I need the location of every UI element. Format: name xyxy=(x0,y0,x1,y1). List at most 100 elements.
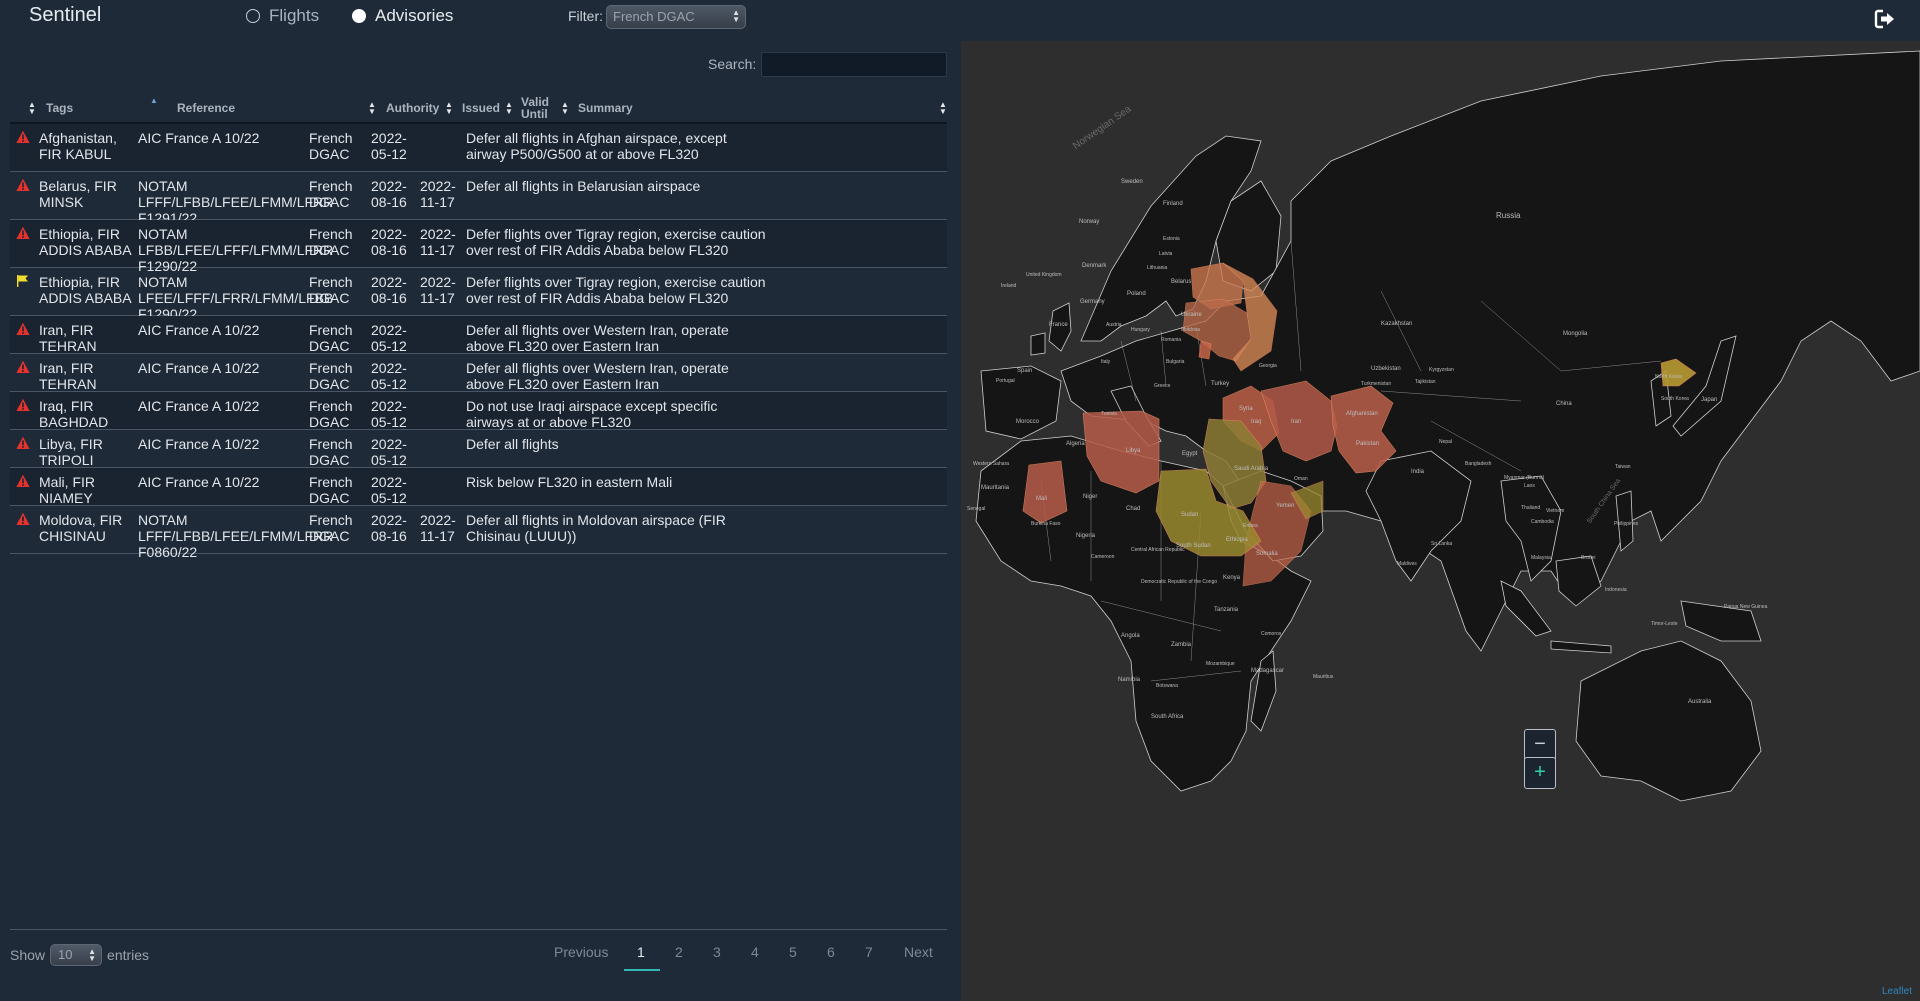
map-label-brunei: Brunei xyxy=(1581,555,1596,561)
map-label-zambia: Zambia xyxy=(1171,642,1192,648)
pagination-page-5[interactable]: 5 xyxy=(789,944,797,960)
map-label-tanzania: Tanzania xyxy=(1214,607,1239,613)
map-label-papua-new-guinea: Papua New Guinea xyxy=(1724,604,1768,610)
mode-label-flights: Flights xyxy=(269,6,320,25)
search-input[interactable] xyxy=(761,52,947,77)
map-label-poland: Poland xyxy=(1127,291,1146,297)
table-row[interactable]: Ethiopia, FIR ADDIS ABABA NOTAM LFBB/LFEE… xyxy=(10,220,947,274)
advisory-map[interactable]: Norwegian Sea Russia Sweden Finland Norway Es… xyxy=(961,41,1920,1001)
overlay-saudi xyxy=(1202,418,1267,510)
pagination-page-2[interactable]: 2 xyxy=(675,944,683,960)
advisory-overlays xyxy=(1022,262,1697,587)
warning-triangle-icon xyxy=(16,130,30,143)
cell-authority: French DGAC xyxy=(309,322,353,354)
overlay-mali xyxy=(1022,460,1068,524)
zoom-in-button[interactable]: + xyxy=(1524,757,1556,789)
mode-radio-advisories[interactable]: Advisories xyxy=(352,6,453,26)
map-label-russia: Russia xyxy=(1496,211,1521,220)
column-header-valid-until[interactable]: Valid Until ▲ ▼ xyxy=(521,95,569,121)
cell-reference: AIC France A 10/22 xyxy=(138,360,260,376)
map-label-madagascar: Madagascar xyxy=(1251,668,1285,674)
sort-icon: ▲ ▼ xyxy=(28,100,36,116)
cell-issued: 2022-05-12 xyxy=(371,130,407,162)
logout-icon[interactable] xyxy=(1874,8,1896,30)
cell-authority: French DGAC xyxy=(309,226,353,258)
cell-authority: French DGAC xyxy=(309,130,353,162)
table-row[interactable]: Iran, FIR TEHRAN AIC France A 10/22 French… xyxy=(10,354,947,392)
pagination-page-3[interactable]: 3 xyxy=(713,944,721,960)
map-label-yemen: Yemen xyxy=(1276,503,1295,509)
pagination-previous[interactable]: Previous xyxy=(554,944,609,960)
map-label-estonia: Estonia xyxy=(1163,236,1180,242)
pagination-next[interactable]: Next xyxy=(904,944,933,960)
pagination-page-6[interactable]: 6 xyxy=(827,944,835,960)
top-bar: Sentinel Flights Advisories Filter: Fren… xyxy=(0,0,1920,40)
radio-checked-icon xyxy=(352,9,366,23)
land-ireland xyxy=(1030,332,1046,356)
map-label-belarus: Belarus xyxy=(1171,279,1192,285)
cell-reference: NOTAM LFFF/LFBB/LFEE/LFMM/LFRR F0860/22 xyxy=(138,512,334,560)
map-canvas[interactable] xyxy=(961,41,1920,1001)
map-label-vietnam: Vietnam xyxy=(1546,508,1565,514)
map-label-ukraine: Ukraine xyxy=(1181,312,1202,318)
column-header-issued[interactable]: Issued ▲ ▼ xyxy=(462,100,513,116)
map-label-tajikistan: Tajikistan xyxy=(1415,379,1436,385)
table-row[interactable]: Mali, FIR NIAMEY AIC France A 10/22 French… xyxy=(10,468,947,506)
map-label-romania: Romania xyxy=(1161,337,1182,343)
table-row[interactable]: Belarus, FIR MINSK NOTAM LFFF/LFBB/LFEE/L… xyxy=(10,172,947,226)
warning-triangle-icon xyxy=(16,322,30,335)
column-header-summary[interactable]: Summary ▲ ▼ xyxy=(578,100,947,116)
cell-issued: 2022-05-12 xyxy=(371,322,407,354)
overlay-moldova xyxy=(1198,340,1212,360)
entries-select[interactable]: 10 ▲ ▼ xyxy=(50,944,103,966)
warning-triangle-icon xyxy=(16,436,30,449)
zoom-out-button[interactable]: − xyxy=(1524,729,1556,761)
map-label-niger: Niger xyxy=(1083,494,1098,500)
table-row[interactable]: Ethiopia, FIR ADDIS ABABA NOTAM LFEE/LFFF… xyxy=(10,268,947,322)
cell-reference: NOTAM LFEE/LFFF/LFRR/LFMM/LFBB F1290/22 xyxy=(138,274,334,322)
map-label-mozambique: Mozambique xyxy=(1206,661,1235,667)
table-row[interactable]: Iran, FIR TEHRAN AIC France A 10/22 French… xyxy=(10,316,947,354)
map-label-denmark: Denmark xyxy=(1082,263,1107,269)
sort-ascending-icon: ▲ xyxy=(150,96,158,105)
column-header-reference[interactable]: Reference ▲ ▼ xyxy=(177,100,376,116)
table-footer-divider xyxy=(10,929,947,930)
map-label-syria: Syria xyxy=(1239,406,1253,412)
table-row[interactable]: Iraq, FIR BAGHDAD AIC France A 10/22 Frenc… xyxy=(10,392,947,430)
map-label-france: France xyxy=(1049,322,1068,328)
map-label-nepal: Nepal xyxy=(1439,439,1453,445)
radio-unchecked-icon xyxy=(246,9,260,23)
map-label-nigeria: Nigeria xyxy=(1076,533,1096,539)
cell-summary: Risk below FL320 in eastern Mali xyxy=(466,474,673,490)
table-row[interactable]: Libya, FIR TRIPOLI AIC France A 10/22 Fren… xyxy=(10,430,947,468)
cell-valid-until: 2022-11-17 xyxy=(420,178,456,210)
pagination-page-1[interactable]: 1 xyxy=(637,944,645,960)
map-label-indonesia: Indonesia xyxy=(1605,587,1627,593)
table-row[interactable]: Moldova, FIR CHISINAU NOTAM LFFF/LFBB/LFE… xyxy=(10,506,947,560)
pagination-page-7[interactable]: 7 xyxy=(865,944,873,960)
leaflet-attribution[interactable]: Leaflet xyxy=(1882,986,1913,997)
map-label-north-korea: North Korea xyxy=(1655,374,1682,380)
mode-radio-flights[interactable]: Flights xyxy=(246,6,319,26)
cell-issued: 2022-05-12 xyxy=(371,436,407,468)
map-label-kyrgyzstan: Kyrgyzstan xyxy=(1429,367,1454,373)
cell-issued: 2022-08-16 xyxy=(371,274,407,306)
pagination-page-4[interactable]: 4 xyxy=(751,944,759,960)
table-row[interactable]: Afghanistan, FIR KABUL AIC France A 10/22… xyxy=(10,124,947,172)
map-label-sweden: Sweden xyxy=(1121,179,1143,185)
cell-valid-until: 2022-11-17 xyxy=(420,274,456,306)
column-header-tags[interactable]: ▲ ▼ Tags ▲ xyxy=(28,96,158,116)
map-label-south-sudan: South Sudan xyxy=(1176,543,1211,549)
warning-triangle-icon xyxy=(16,512,30,525)
map-label-moldova: Moldova xyxy=(1181,327,1200,333)
cell-summary: Defer all flights xyxy=(466,436,559,452)
map-label-eritrea: Eritrea xyxy=(1243,523,1258,529)
warning-triangle-icon xyxy=(16,398,30,411)
cell-summary: Defer all flights over Western Iran, ope… xyxy=(466,322,729,354)
overlay-oman xyxy=(1290,480,1324,520)
column-header-authority[interactable]: Authority ▲ ▼ xyxy=(386,100,453,116)
map-label-philippines: Philippines xyxy=(1614,521,1639,527)
map-label-lithuania: Lithuania xyxy=(1147,265,1168,271)
filter-select[interactable]: French DGAC ▲ ▼ xyxy=(606,5,746,29)
cell-tags: Ethiopia, FIR ADDIS ABABA xyxy=(39,226,132,258)
